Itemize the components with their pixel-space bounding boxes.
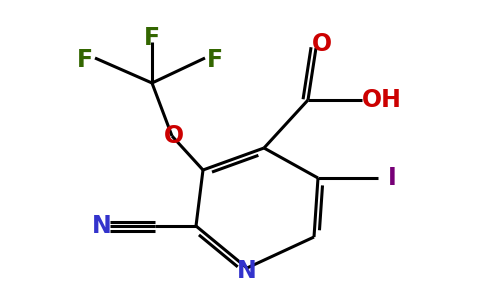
- Text: F: F: [77, 48, 93, 72]
- Text: OH: OH: [362, 88, 402, 112]
- Text: O: O: [164, 124, 184, 148]
- Text: N: N: [92, 214, 112, 238]
- Text: F: F: [144, 26, 160, 50]
- Text: I: I: [388, 166, 396, 190]
- Text: O: O: [312, 32, 332, 56]
- Text: F: F: [207, 48, 223, 72]
- Text: N: N: [237, 259, 257, 283]
